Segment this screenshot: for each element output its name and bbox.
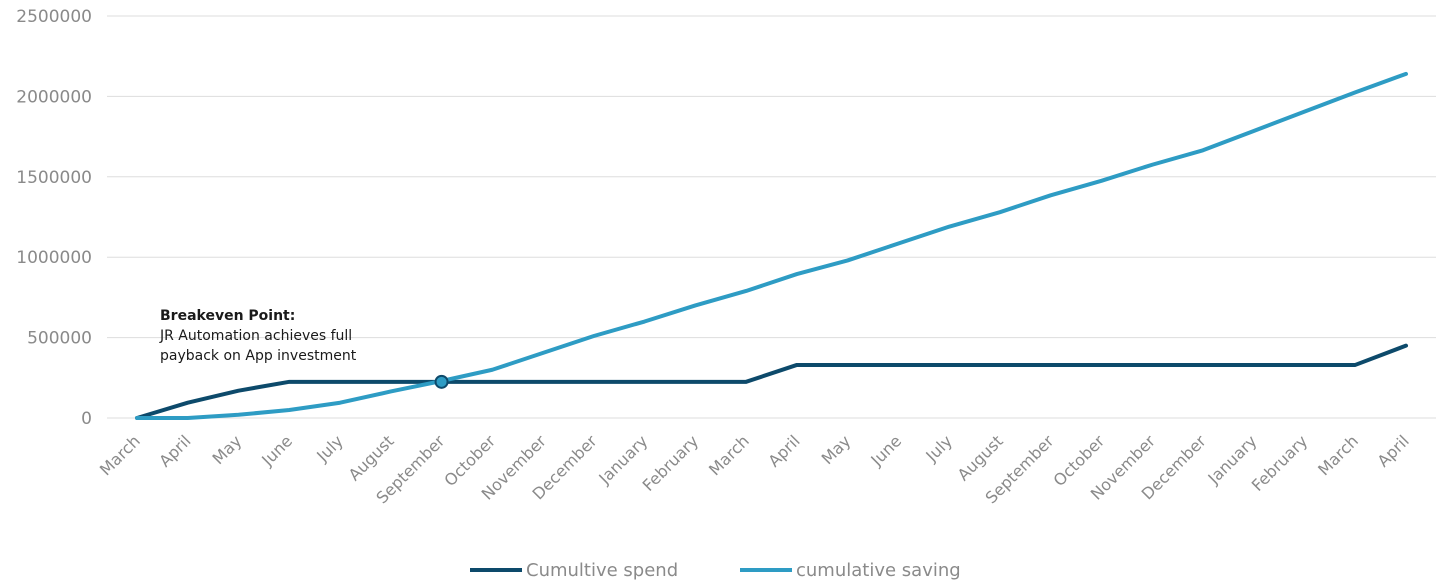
annotation-line-1: JR Automation achieves full [159,328,352,344]
x-tick-label: July [312,431,346,465]
x-tick-label: May [209,431,246,468]
y-tick-label: 1000000 [16,248,92,268]
breakeven-annotation: Breakeven Point: JR Automation achieves … [159,308,449,389]
y-tick-label: 0 [81,409,92,429]
legend-item-saving: cumulative saving [740,560,961,581]
legend: Cumultive spend cumulative saving [470,560,961,581]
annotation-line-2: payback on App investment [160,348,357,364]
annotation-title: Breakeven Point: [160,308,295,324]
x-tick-label: February [1248,431,1312,495]
legend-label-saving: cumulative saving [796,560,961,581]
legend-item-spend: Cumultive spend [470,560,678,581]
x-tick-label: May [818,431,855,468]
x-tick-label: March [96,431,144,479]
x-tick-label: April [155,431,194,470]
x-tick-label: June [866,431,905,470]
x-tick-label: June [257,431,296,470]
x-tick-label: March [1314,431,1362,479]
x-tick-label: April [764,431,803,470]
series-line-saving [135,71,1408,420]
x-tick-label: April [1374,431,1413,470]
series-line-spend [135,343,1408,420]
x-tick-label: July [921,431,955,465]
series-lines [135,71,1408,420]
x-tick-label: March [705,431,753,479]
y-tick-label: 2500000 [16,7,92,27]
gridlines [107,15,1436,419]
y-tick-label: 2000000 [16,87,92,107]
y-tick-label: 1500000 [16,168,92,188]
breakeven-point-marker [434,374,449,389]
x-tick-label: February [639,431,703,495]
legend-label-spend: Cumultive spend [526,560,678,581]
y-tick-label: 500000 [27,329,92,349]
x-axis-ticks: March April May June JulyAugustSeptemberOcto… [96,431,1413,507]
y-axis-ticks: 0 500000 1000000 1500000 2000000 2500000 [16,7,92,429]
